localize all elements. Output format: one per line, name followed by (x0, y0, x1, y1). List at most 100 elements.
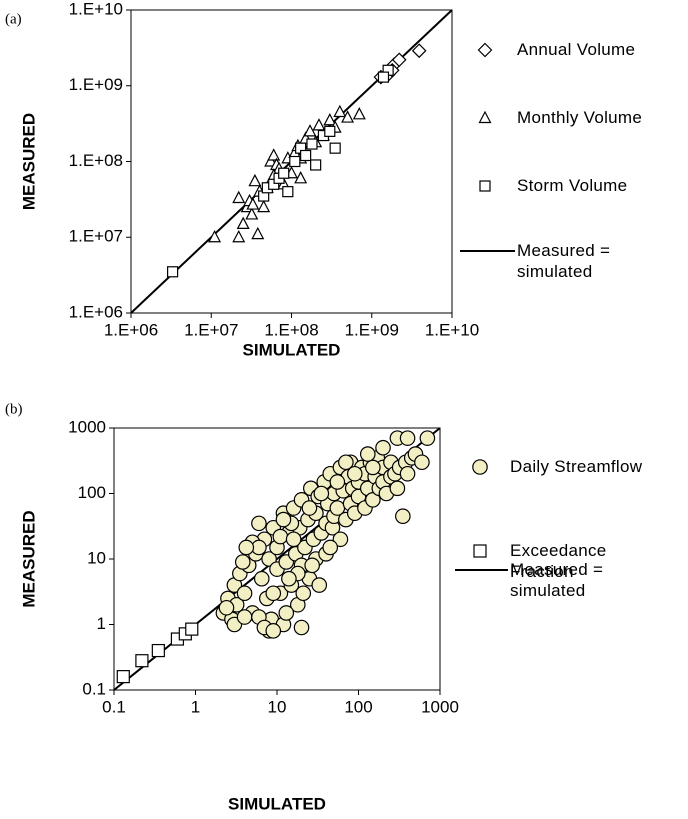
point (304, 557, 320, 574)
x-tick-label: 100 (344, 697, 372, 716)
point (265, 623, 282, 639)
point (267, 148, 281, 161)
point (253, 570, 270, 587)
point (311, 577, 328, 593)
point (322, 539, 339, 556)
x-tick-label: 1.E+08 (264, 320, 318, 339)
point (365, 459, 381, 476)
y-tick-label: 1.E+10 (69, 0, 123, 18)
point (116, 670, 130, 684)
plot-frame (113, 427, 441, 691)
point (278, 167, 290, 179)
legend-label: Storm Volume (517, 176, 628, 195)
point (236, 216, 250, 230)
legend-label: Measured = simulated (517, 241, 611, 281)
point (295, 585, 312, 602)
point (282, 186, 294, 198)
point (264, 154, 278, 167)
point (257, 199, 271, 213)
point (389, 480, 406, 497)
x-tick-label: 1000 (421, 697, 459, 716)
y-tick-label: 0.1 (82, 679, 106, 698)
panel-label: (b) (5, 401, 23, 417)
panel-label: (a) (5, 11, 22, 27)
point (414, 454, 430, 471)
point (419, 430, 436, 446)
legend-label: Measured = simulated (510, 560, 604, 600)
point (395, 508, 411, 525)
y-tick-label: 100 (78, 483, 106, 502)
x-tick-label: 1.E+10 (425, 320, 479, 339)
point (151, 643, 165, 658)
point (245, 207, 259, 220)
y-tick-label: 1 (97, 614, 106, 633)
y-tick-label: 1.E+06 (69, 302, 123, 321)
x-tick-label: 1.E+09 (345, 320, 399, 339)
point (167, 266, 179, 278)
y-tick-label: 1000 (68, 417, 106, 436)
point (324, 125, 336, 137)
point (236, 609, 253, 625)
point (312, 118, 326, 131)
point (275, 511, 292, 528)
y-tick-label: 10 (87, 548, 106, 567)
point (300, 149, 312, 162)
point (289, 155, 301, 168)
point (399, 465, 416, 482)
point (294, 171, 308, 184)
point (377, 71, 390, 83)
y-tick-label: 1.E+08 (69, 151, 123, 170)
legend-label: Daily Streamflow (510, 457, 643, 476)
point (218, 599, 235, 616)
point (265, 585, 282, 602)
legend-marker (477, 42, 493, 58)
x-axis-label: SIMULATED (228, 794, 326, 813)
point (248, 173, 262, 187)
legend-marker (472, 459, 488, 475)
point (303, 124, 317, 137)
point (359, 446, 376, 462)
point (338, 454, 354, 471)
point (281, 570, 297, 587)
point (352, 106, 366, 120)
point (301, 500, 318, 516)
point (333, 104, 347, 118)
point (391, 52, 407, 68)
x-tick-label: 1.E+06 (104, 320, 158, 339)
point (261, 551, 277, 567)
legend-label: Monthly Volume (517, 108, 643, 127)
x-tick-label: 0.1 (102, 697, 126, 716)
point (272, 528, 289, 545)
point (313, 485, 330, 502)
y-axis-label: MEASURED (19, 510, 38, 607)
point (411, 43, 427, 59)
point (341, 110, 355, 123)
point (135, 654, 149, 668)
point (208, 229, 222, 243)
point (293, 619, 310, 636)
x-tick-label: 10 (268, 697, 287, 716)
point (310, 159, 322, 171)
y-tick-label: 1.E+07 (69, 227, 123, 246)
point (332, 531, 349, 548)
legend-label: Exceedance Fraction (510, 541, 607, 581)
legend-marker (479, 180, 491, 192)
point (185, 622, 199, 636)
legend-marker (473, 544, 487, 558)
point (329, 142, 341, 154)
point (278, 605, 295, 621)
point (238, 539, 255, 556)
point (285, 531, 302, 548)
point (399, 430, 416, 446)
point (375, 439, 391, 456)
x-axis-label: SIMULATED (243, 340, 341, 359)
point (323, 112, 337, 126)
legend-marker (478, 110, 492, 124)
point (346, 465, 363, 482)
y-axis-label: MEASURED (19, 113, 38, 210)
plot-frame (130, 9, 453, 314)
x-tick-label: 1.E+07 (184, 320, 238, 339)
legend-label: Annual Volume (517, 40, 636, 59)
